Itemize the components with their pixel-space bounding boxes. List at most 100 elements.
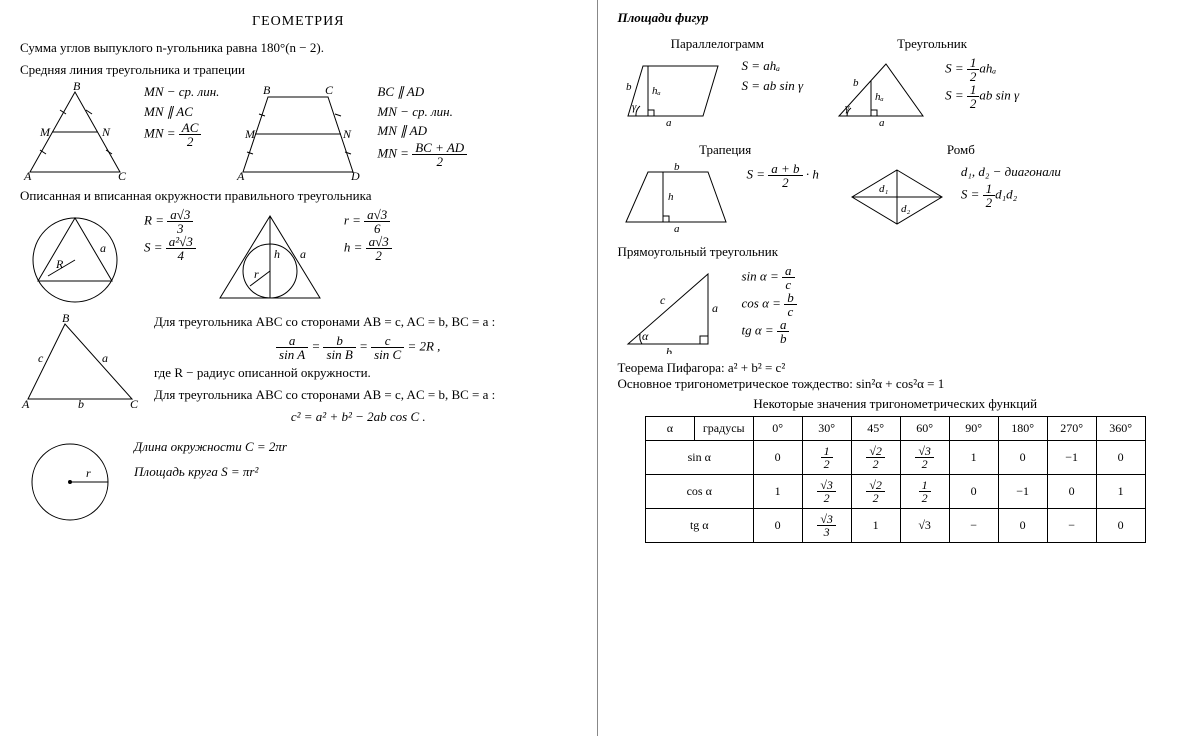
trig-head-cell: 45°: [851, 417, 900, 441]
trig-cell: 0: [1096, 509, 1145, 543]
triangle-midline-line2: MN ∥ AC: [144, 102, 219, 122]
trig-cell: √33: [802, 509, 851, 543]
trig-row-label: tg α: [645, 509, 753, 543]
svg-text:γ: γ: [632, 101, 637, 113]
trapezoid-midline-diagram: BC AD MN: [233, 82, 363, 182]
cos-rule: c² = a² + b² − 2ab cos C .: [154, 407, 563, 427]
trig-cell: √22: [851, 441, 900, 475]
circ-heading: Описанная и вписанная окружности правиль…: [20, 188, 577, 204]
svg-text:a: a: [102, 351, 108, 365]
trig-cell: 1: [753, 475, 802, 509]
rhombus-formulas: d₁, d₂ − диагонали S = 12d₁d₂: [961, 162, 1061, 209]
polygon-sum-text: Сумма углов выпуклого n-угольника равна …: [20, 40, 577, 56]
trig-table: αградусы0°30°45°60°90°180°270°360° sin α…: [645, 416, 1146, 543]
generic-triangle-diagram: B A C c a b: [20, 314, 140, 409]
svg-text:D: D: [350, 169, 360, 182]
trapezoid-midline-line2: MN − ср. лин.: [377, 102, 467, 122]
trig-cell: 0: [753, 441, 802, 475]
page-title: ГЕОМЕТРИЯ: [20, 14, 577, 30]
svg-text:C: C: [130, 397, 139, 409]
rhombus-block: Ромб d₁ d₂ d₁, d₂ − диагонали S = 12d₁d: [847, 138, 1075, 238]
svg-text:hₐ: hₐ: [875, 91, 884, 103]
svg-text:B: B: [62, 314, 70, 325]
svg-text:hₐ: hₐ: [652, 85, 661, 97]
trig-head-cell: 360°: [1096, 417, 1145, 441]
svg-text:c: c: [660, 293, 666, 307]
trig-head-cell: градусы: [694, 417, 753, 441]
trig-head-cell: 60°: [900, 417, 949, 441]
trig-head-alpha: α: [645, 417, 694, 441]
svg-text:M: M: [244, 127, 256, 141]
svg-text:a: a: [712, 301, 718, 315]
svg-text:a: a: [300, 247, 306, 261]
inscribed-formulas: r = a√36 h = a√32: [344, 208, 392, 262]
trapezoid-area-title: Трапеция: [618, 142, 833, 158]
trig-cell: √32: [802, 475, 851, 509]
trig-cell: −: [949, 509, 998, 543]
svg-text:h: h: [668, 191, 674, 203]
svg-text:R: R: [55, 257, 64, 271]
trig-cell: 1: [851, 509, 900, 543]
right-triangle-formulas: sin α = ac cos α = bc tg α = ab: [742, 264, 797, 345]
svg-text:a: a: [879, 117, 885, 126]
areas-heading: Площади фигур: [618, 10, 1174, 26]
trig-cell: 1: [1096, 475, 1145, 509]
circle-area: Площадь круга S = πr²: [134, 462, 287, 482]
svg-text:A: A: [21, 397, 30, 409]
parallelogram-formulas: S = ahₐ S = ab sin γ: [742, 56, 804, 95]
svg-text:r: r: [86, 466, 91, 480]
right-column: Площади фигур Параллелограмм b hₐ a: [597, 0, 1193, 736]
triangle-area-title: Треугольник: [831, 36, 1033, 52]
triangle-midline-formulas: MN − ср. лин. MN ∥ AC MN = AC2: [144, 82, 219, 148]
sin-rule-intro: Для треугольника ABC со сторонами AB = c…: [154, 314, 563, 330]
triangle-area-diagram: b hₐ a γ: [831, 56, 931, 126]
triangle-area-block: Треугольник b hₐ a γ: [831, 32, 1033, 132]
svg-text:a: a: [674, 223, 680, 232]
trapezoid-area-formulas: S = a + b2 · h: [747, 162, 819, 189]
right-triangle-heading: Прямоугольный треугольник: [618, 244, 1174, 260]
circumscribed-diagram: R a: [20, 208, 130, 308]
rhombus-diagram: d₁ d₂: [847, 162, 947, 232]
circle-diagram: r: [20, 437, 120, 527]
trig-cell: 0: [949, 475, 998, 509]
cos-rule-intro: Для треугольника ABC со сторонами AB = c…: [154, 387, 563, 403]
trapezoid-midline-formulas: BC ∥ AD MN − ср. лин. MN ∥ AD MN = BC + …: [377, 82, 467, 168]
triangle-midline-line1: MN − ср. лин.: [144, 82, 219, 102]
trapezoid-midline-line3: MN ∥ AD: [377, 121, 467, 141]
trig-table-title: Некоторые значения тригонометрических фу…: [618, 396, 1174, 412]
svg-text:c: c: [38, 351, 44, 365]
circle-length: Длина окружности C = 2πr: [134, 437, 287, 457]
svg-text:A: A: [236, 169, 245, 182]
svg-text:C: C: [118, 169, 127, 182]
triangle-midline-line3-pre: MN =: [144, 125, 179, 140]
trig-cell: −1: [1047, 441, 1096, 475]
left-column: ГЕОМЕТРИЯ Сумма углов выпуклого n-угольн…: [0, 0, 597, 736]
parallelogram-title: Параллелограмм: [618, 36, 818, 52]
trapezoid-area-block: Трапеция b h a S = a + b2 · h: [618, 138, 833, 238]
svg-text:h: h: [274, 247, 280, 261]
svg-text:b: b: [78, 397, 84, 409]
svg-text:α: α: [642, 329, 649, 343]
trig-cell: √32: [900, 441, 949, 475]
trig-head-cell: 90°: [949, 417, 998, 441]
trig-cell: 12: [802, 441, 851, 475]
parallelogram-block: Параллелограмм b hₐ a γ: [618, 32, 818, 132]
trig-row: cos α1√32√22120−101: [645, 475, 1145, 509]
svg-text:N: N: [101, 125, 111, 139]
circumscribed-formulas: R = a√33 S = a²√34: [144, 208, 196, 262]
trig-row: sin α012√22√3210−10: [645, 441, 1145, 475]
trig-cell: 0: [1096, 441, 1145, 475]
svg-text:d₁: d₁: [879, 183, 889, 195]
trig-cell: 0: [998, 441, 1047, 475]
trig-cell: 0: [998, 509, 1047, 543]
trig-head-cell: 270°: [1047, 417, 1096, 441]
trig-cell: 0: [753, 509, 802, 543]
trapezoid-area-diagram: b h a: [618, 162, 733, 232]
trapezoid-midline-line1: BC ∥ AD: [377, 82, 467, 102]
midline-heading: Средняя линия треугольника и трапеции: [20, 62, 577, 78]
svg-text:d₂: d₂: [901, 203, 911, 215]
triangle-area-formulas: S = 12ahₐ S = 12ab sin γ: [945, 56, 1019, 110]
trig-row: tg α0√331√3−0−0: [645, 509, 1145, 543]
svg-text:r: r: [254, 267, 259, 281]
sin-rule-where: где R − радиус описанной окружности.: [154, 365, 563, 381]
